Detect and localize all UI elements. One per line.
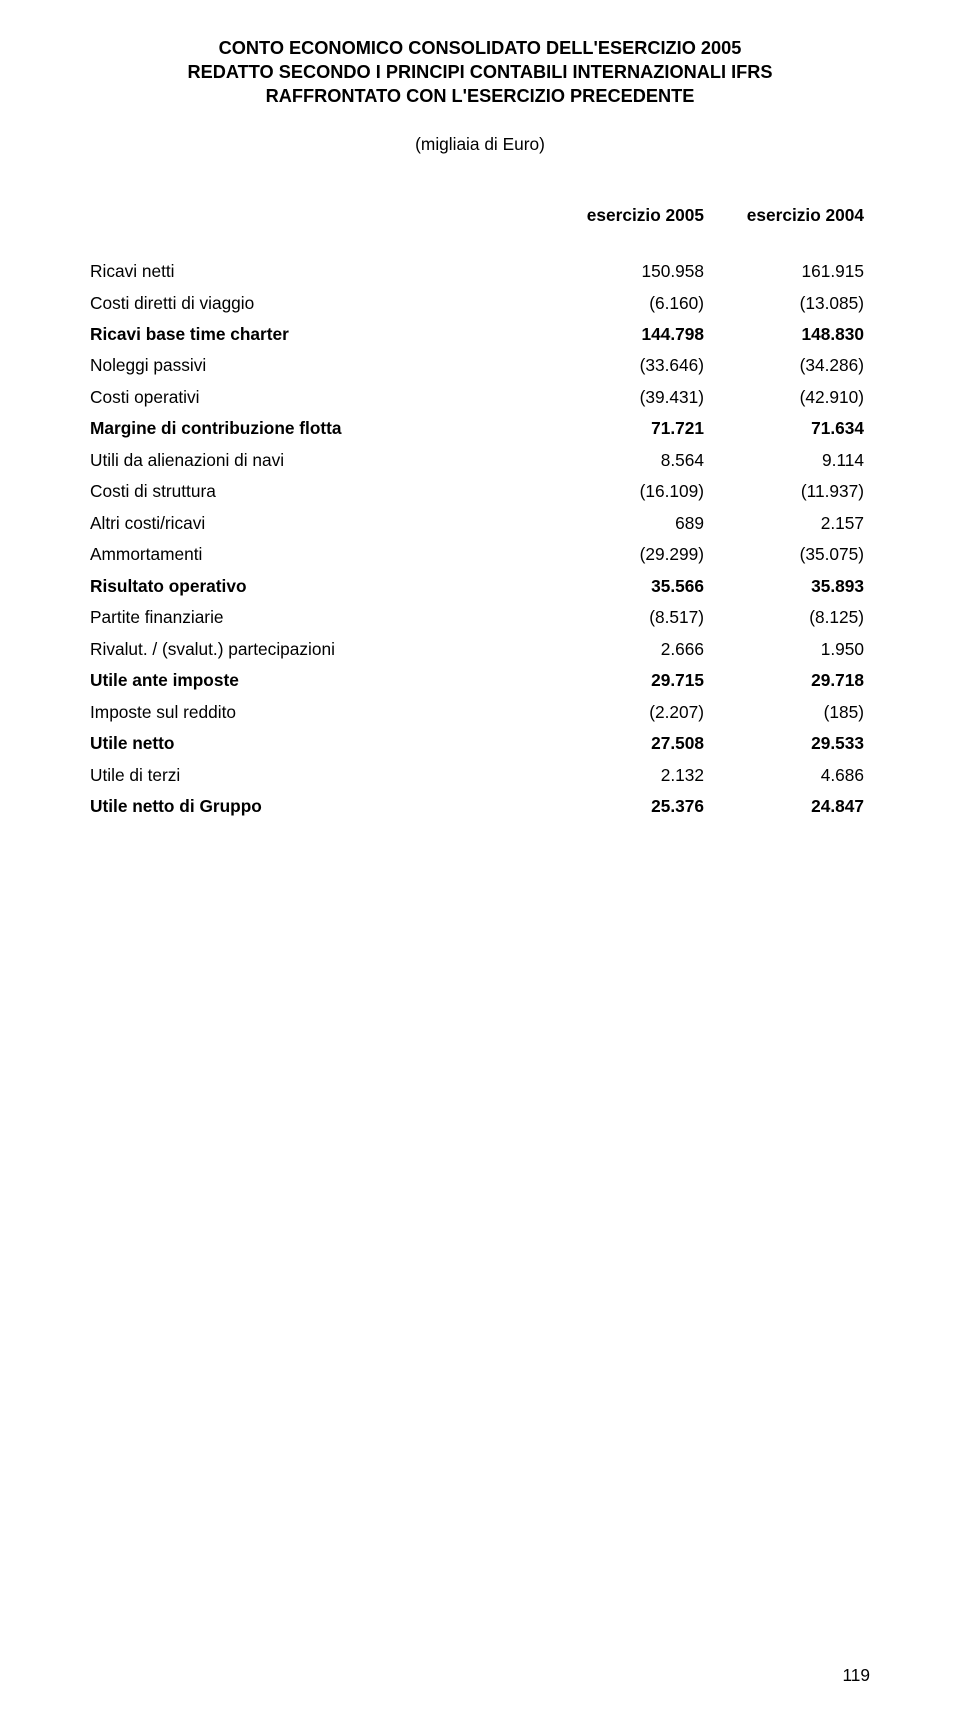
row-label: Partite finanziarie bbox=[90, 602, 550, 633]
table-row: Utile ante imposte29.71529.718 bbox=[90, 665, 870, 696]
table-row: Partite finanziarie(8.517)(8.125) bbox=[90, 602, 870, 633]
column-header-1: esercizio 2005 bbox=[550, 205, 710, 226]
row-value-2004: (34.286) bbox=[710, 350, 870, 381]
row-value-2004: (185) bbox=[710, 697, 870, 728]
table-row: Utile di terzi2.1324.686 bbox=[90, 760, 870, 791]
row-value-2005: 144.798 bbox=[550, 319, 710, 350]
document-page: CONTO ECONOMICO CONSOLIDATO DELL'ESERCIZ… bbox=[0, 0, 960, 1720]
row-value-2005: 8.564 bbox=[550, 445, 710, 476]
document-title: CONTO ECONOMICO CONSOLIDATO DELL'ESERCIZ… bbox=[90, 36, 870, 108]
table-row: Imposte sul reddito(2.207)(185) bbox=[90, 697, 870, 728]
row-value-2004: (42.910) bbox=[710, 382, 870, 413]
row-label: Rivalut. / (svalut.) partecipazioni bbox=[90, 634, 550, 665]
row-label: Altri costi/ricavi bbox=[90, 508, 550, 539]
row-label: Utile di terzi bbox=[90, 760, 550, 791]
column-headers: esercizio 2005 esercizio 2004 bbox=[90, 205, 870, 226]
table-row: Noleggi passivi(33.646)(34.286) bbox=[90, 350, 870, 381]
row-value-2005: 35.566 bbox=[550, 571, 710, 602]
row-label: Ricavi netti bbox=[90, 256, 550, 287]
table-row: Costi operativi(39.431)(42.910) bbox=[90, 382, 870, 413]
row-label: Ammortamenti bbox=[90, 539, 550, 570]
table-row: Rivalut. / (svalut.) partecipazioni2.666… bbox=[90, 634, 870, 665]
row-value-2005: 689 bbox=[550, 508, 710, 539]
table-row: Ricavi netti150.958161.915 bbox=[90, 256, 870, 287]
row-value-2005: (2.207) bbox=[550, 697, 710, 728]
table-row: Costi di struttura(16.109)(11.937) bbox=[90, 476, 870, 507]
table-row: Utili da alienazioni di navi8.5649.114 bbox=[90, 445, 870, 476]
table-row: Margine di contribuzione flotta71.72171.… bbox=[90, 413, 870, 444]
row-value-2004: (8.125) bbox=[710, 602, 870, 633]
column-header-2: esercizio 2004 bbox=[710, 205, 870, 226]
title-line-2: REDATTO SECONDO I PRINCIPI CONTABILI INT… bbox=[90, 60, 870, 84]
row-value-2004: 1.950 bbox=[710, 634, 870, 665]
row-value-2004: (35.075) bbox=[710, 539, 870, 570]
page-number: 119 bbox=[842, 1665, 870, 1686]
row-value-2005: (39.431) bbox=[550, 382, 710, 413]
income-statement-table: Ricavi netti150.958161.915Costi diretti … bbox=[90, 256, 870, 822]
row-value-2005: 2.132 bbox=[550, 760, 710, 791]
row-value-2004: 24.847 bbox=[710, 791, 870, 822]
title-line-1: CONTO ECONOMICO CONSOLIDATO DELL'ESERCIZ… bbox=[90, 36, 870, 60]
row-label: Utile ante imposte bbox=[90, 665, 550, 696]
row-label: Ricavi base time charter bbox=[90, 319, 550, 350]
row-label: Costi operativi bbox=[90, 382, 550, 413]
table-row: Risultato operativo35.56635.893 bbox=[90, 571, 870, 602]
row-value-2004: 29.533 bbox=[710, 728, 870, 759]
row-value-2004: 35.893 bbox=[710, 571, 870, 602]
row-label: Utile netto bbox=[90, 728, 550, 759]
row-value-2005: 2.666 bbox=[550, 634, 710, 665]
row-label: Costi di struttura bbox=[90, 476, 550, 507]
header-spacer bbox=[90, 205, 550, 226]
row-value-2004: 29.718 bbox=[710, 665, 870, 696]
table-row: Utile netto di Gruppo25.37624.847 bbox=[90, 791, 870, 822]
table-row: Utile netto27.50829.533 bbox=[90, 728, 870, 759]
table-row: Ricavi base time charter144.798148.830 bbox=[90, 319, 870, 350]
row-value-2005: (33.646) bbox=[550, 350, 710, 381]
title-line-3: RAFFRONTATO CON L'ESERCIZIO PRECEDENTE bbox=[90, 84, 870, 108]
table-row: Ammortamenti(29.299)(35.075) bbox=[90, 539, 870, 570]
row-label: Margine di contribuzione flotta bbox=[90, 413, 550, 444]
row-value-2004: (13.085) bbox=[710, 288, 870, 319]
table-row: Altri costi/ricavi6892.157 bbox=[90, 508, 870, 539]
row-value-2005: (16.109) bbox=[550, 476, 710, 507]
row-label: Utile netto di Gruppo bbox=[90, 791, 550, 822]
row-value-2004: 148.830 bbox=[710, 319, 870, 350]
row-value-2004: 9.114 bbox=[710, 445, 870, 476]
row-value-2005: 29.715 bbox=[550, 665, 710, 696]
row-label: Costi diretti di viaggio bbox=[90, 288, 550, 319]
row-value-2005: (6.160) bbox=[550, 288, 710, 319]
row-value-2005: (8.517) bbox=[550, 602, 710, 633]
row-value-2004: 4.686 bbox=[710, 760, 870, 791]
row-value-2005: 27.508 bbox=[550, 728, 710, 759]
row-label: Noleggi passivi bbox=[90, 350, 550, 381]
table-row: Costi diretti di viaggio(6.160)(13.085) bbox=[90, 288, 870, 319]
document-subtitle: (migliaia di Euro) bbox=[90, 134, 870, 155]
row-value-2004: 2.157 bbox=[710, 508, 870, 539]
row-value-2004: 161.915 bbox=[710, 256, 870, 287]
row-value-2004: 71.634 bbox=[710, 413, 870, 444]
row-label: Risultato operativo bbox=[90, 571, 550, 602]
row-value-2005: 71.721 bbox=[550, 413, 710, 444]
row-value-2004: (11.937) bbox=[710, 476, 870, 507]
row-value-2005: 25.376 bbox=[550, 791, 710, 822]
row-label: Utili da alienazioni di navi bbox=[90, 445, 550, 476]
row-value-2005: (29.299) bbox=[550, 539, 710, 570]
row-value-2005: 150.958 bbox=[550, 256, 710, 287]
row-label: Imposte sul reddito bbox=[90, 697, 550, 728]
